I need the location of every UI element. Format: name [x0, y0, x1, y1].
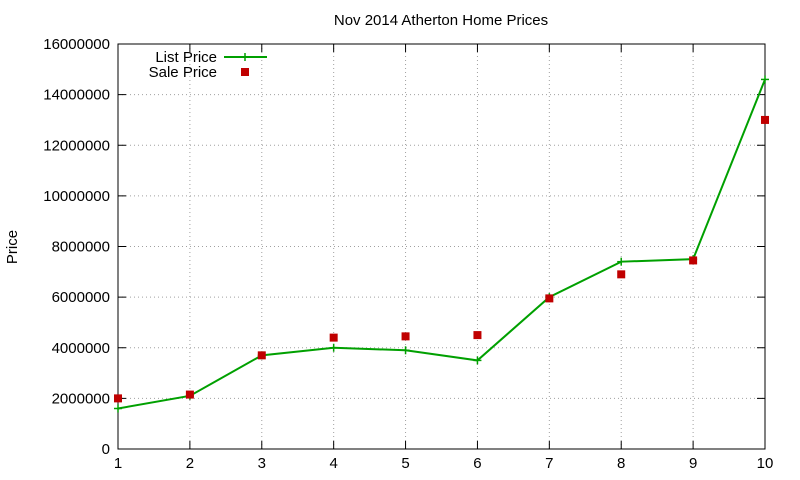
point-sale-price	[114, 394, 122, 403]
point-sale-price	[689, 256, 698, 265]
point-list-price	[617, 257, 626, 266]
series-sale-price	[114, 115, 769, 403]
x-tick-label: 8	[617, 455, 625, 472]
y-tick-label: 0	[102, 441, 110, 458]
y-tick-label: 8000000	[52, 239, 110, 256]
legend-label-sale-price: Sale Price	[149, 64, 217, 81]
y-tick-label: 12000000	[43, 137, 110, 154]
x-tick-label: 10	[757, 455, 774, 472]
series-list-price	[114, 75, 769, 413]
point-sale-price	[185, 390, 194, 399]
legend-marker-sale-price	[241, 68, 249, 76]
x-tick-label: 2	[186, 455, 194, 472]
grid	[118, 44, 765, 449]
point-list-price	[114, 404, 122, 413]
plot-frame	[117, 43, 766, 450]
series-line-list-price	[117, 79, 766, 410]
x-tick-label: 7	[545, 455, 553, 472]
point-sale-price	[545, 294, 554, 303]
legend-marker-list-price	[241, 53, 249, 61]
point-list-price	[761, 75, 769, 84]
x-tick-label: 6	[473, 455, 481, 472]
axis-ticks: 0 2000000 4000000 6000000 8000000 10000000 120…	[43, 36, 773, 472]
y-tick-label: 6000000	[52, 289, 110, 306]
point-sale-price	[473, 331, 482, 340]
point-sale-price	[329, 333, 338, 342]
point-sale-price	[617, 270, 626, 279]
y-tick-label: 2000000	[52, 390, 110, 407]
legend-label-list-price: List Price	[155, 49, 217, 66]
y-tick-label: 10000000	[43, 188, 110, 205]
x-tick-label: 1	[114, 455, 122, 472]
y-axis-label: Price	[4, 230, 21, 264]
series	[114, 75, 769, 413]
x-tick-label: 5	[401, 455, 409, 472]
point-list-price	[473, 356, 482, 365]
point-list-price	[329, 343, 338, 352]
point-list-price	[401, 346, 410, 355]
point-sale-price	[401, 332, 410, 341]
chart-title: Nov 2014 Atherton Home Prices	[334, 12, 548, 29]
point-sale-price	[761, 115, 769, 124]
y-tick-label: 16000000	[43, 36, 110, 53]
y-tick-label: 4000000	[52, 340, 110, 357]
y-tick-label: 14000000	[43, 87, 110, 104]
x-tick-label: 4	[329, 455, 337, 472]
x-tick-label: 3	[258, 455, 266, 472]
point-sale-price	[257, 351, 266, 360]
x-tick-label: 9	[689, 455, 697, 472]
